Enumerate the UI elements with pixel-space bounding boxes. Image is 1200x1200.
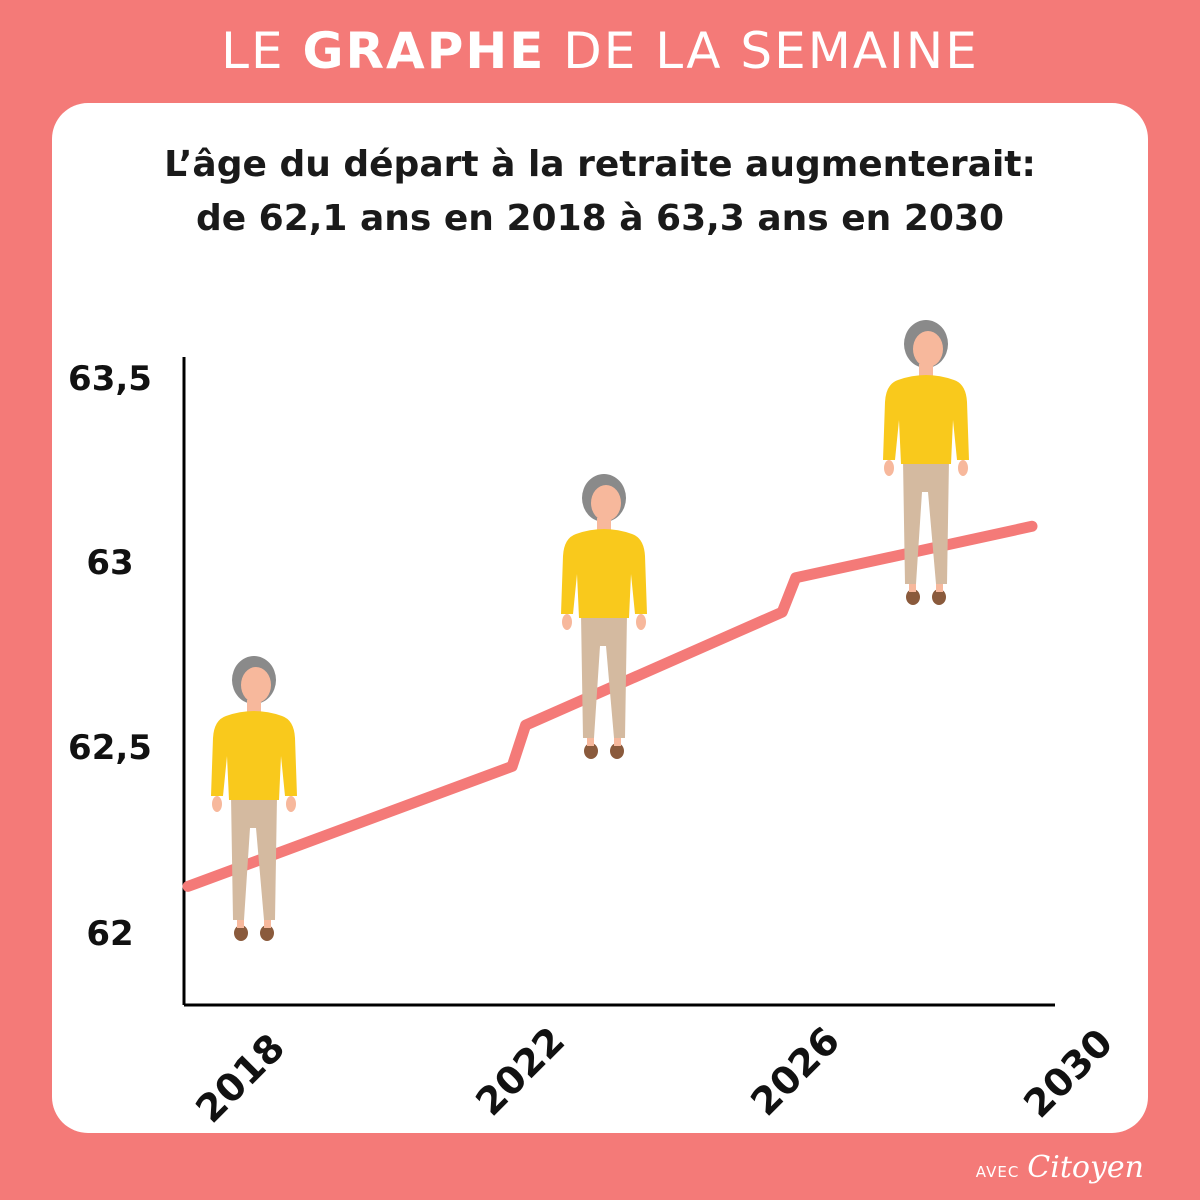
ankle-shape (587, 738, 594, 746)
ankle-shape (237, 920, 244, 928)
shoe-shape (584, 743, 598, 759)
sweater-shape (561, 529, 647, 618)
retiree-figure-2018 (211, 656, 297, 941)
y-tick-label: 62,5 (68, 728, 152, 768)
chart-title-line-1: L’âge du départ à la retraite augmentera… (164, 144, 1036, 185)
series-line (182, 520, 1038, 892)
brand-avec: AVEC (975, 1163, 1020, 1181)
hand-shape (958, 460, 968, 476)
shoe-shape (234, 925, 248, 941)
pants-shape (903, 460, 949, 584)
brand-logo: Citoyen (1027, 1150, 1144, 1185)
pants-shape (581, 614, 627, 738)
chart-title: L’âge du départ à la retraite augmentera… (52, 138, 1148, 246)
ankle-shape (909, 584, 916, 592)
y-tick-label: 63 (86, 543, 133, 583)
shoe-shape (906, 589, 920, 605)
ankle-shape (936, 584, 943, 592)
x-tick-label: 2026 (742, 1018, 848, 1124)
ankle-shape (614, 738, 621, 746)
hand-shape (636, 614, 646, 630)
retiree-figure-2026 (883, 320, 969, 605)
shoe-shape (610, 743, 624, 759)
neck-shape (919, 364, 933, 378)
hand-shape (212, 796, 222, 812)
x-tick-label: 2022 (467, 1018, 573, 1124)
x-tick-label: 2018 (187, 1025, 293, 1131)
face-shape (241, 667, 271, 703)
neck-shape (597, 518, 611, 532)
pants-shape (231, 796, 277, 920)
y-tick-label: 63,5 (68, 359, 152, 399)
chart-title-line-2: de 62,1 ans en 2018 à 63,3 ans en 2030 (195, 198, 1005, 239)
brand-mark: AVEC Citoyen (976, 1150, 1144, 1185)
hand-shape (286, 796, 296, 812)
header-title: LE GRAPHE DE LA SEMAINE (221, 22, 979, 80)
neck-shape (247, 700, 261, 714)
retiree-figure-2022 (561, 474, 647, 759)
face-shape (913, 331, 943, 367)
y-tick-label: 62 (86, 914, 133, 954)
hand-shape (884, 460, 894, 476)
hand-shape (562, 614, 572, 630)
shoe-shape (260, 925, 274, 941)
sweater-shape (211, 711, 297, 800)
shoe-shape (932, 589, 946, 605)
face-shape (591, 485, 621, 521)
x-tick-label: 2030 (1015, 1020, 1121, 1126)
ankle-shape (264, 920, 271, 928)
sweater-shape (883, 375, 969, 464)
